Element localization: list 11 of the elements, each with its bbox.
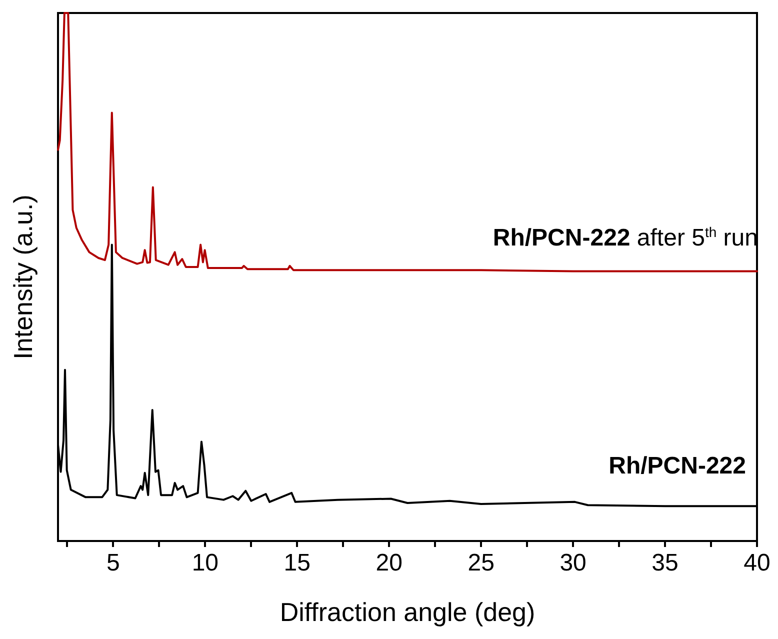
- x-tick-label: 10: [192, 550, 219, 576]
- series-label: Rh/PCN-222: [608, 452, 746, 480]
- x-tick-label: 35: [652, 550, 678, 576]
- x-tick-label: 5: [106, 550, 120, 576]
- x-tick-label: 15: [284, 550, 310, 576]
- y-axis-title: Intensity (a.u.): [8, 194, 38, 360]
- x-tick-label: 40: [744, 550, 770, 576]
- x-tick-label: 25: [468, 550, 494, 576]
- x-tick-label: 20: [376, 550, 402, 576]
- x-axis-title: Diffraction angle (deg): [280, 597, 536, 627]
- x-tick-label: 30: [560, 550, 586, 576]
